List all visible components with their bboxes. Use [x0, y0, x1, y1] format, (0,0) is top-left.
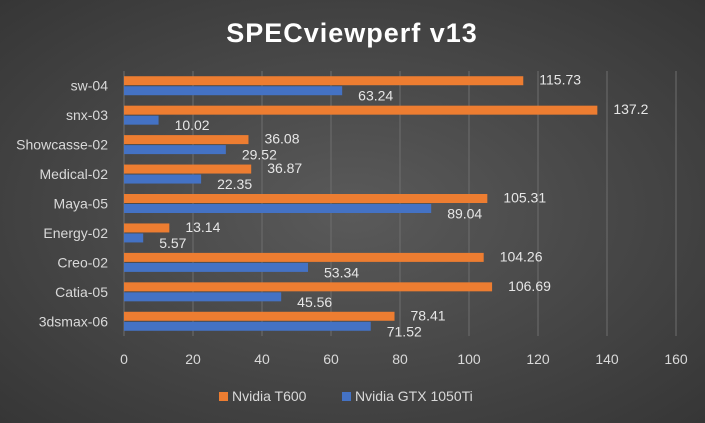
bar-gtx1050ti	[124, 204, 432, 213]
category-label: Creo-02	[57, 254, 108, 270]
data-label-t600: 104.26	[500, 248, 543, 264]
bar-t600	[124, 194, 488, 203]
category-label: 3dsmax-06	[39, 313, 108, 329]
category-label: Energy-02	[43, 225, 108, 241]
category-label: Medical-02	[40, 166, 109, 182]
bar-t600	[124, 223, 170, 233]
data-label-gtx1050ti: 53.34	[324, 264, 359, 280]
bar-t600	[124, 164, 252, 174]
bar-t600	[124, 252, 484, 262]
bar-t600	[124, 105, 598, 115]
bar-t600	[124, 311, 395, 321]
x-tick-label: 40	[254, 351, 270, 367]
x-tick-label: 120	[526, 351, 550, 367]
legend-item-gtx1050ti-label: Nvidia GTX 1050Ti	[355, 388, 473, 404]
data-label-t600: 105.31	[503, 190, 546, 206]
bar-gtx1050ti	[124, 292, 282, 302]
data-label-gtx1050ti: 5.57	[159, 235, 186, 251]
category-labels: sw-04 snx-03 Showcasse-02 Medical-02 Maya-05…	[16, 78, 108, 330]
bars	[124, 76, 598, 331]
data-label-gtx1050ti: 71.52	[387, 323, 422, 339]
data-label-gtx1050ti: 63.24	[358, 88, 393, 104]
bar-gtx1050ti	[124, 262, 309, 272]
legend-item-gtx1050ti-swatch	[342, 392, 351, 401]
data-label-gtx1050ti: 10.02	[175, 117, 210, 133]
x-tick-label: 60	[323, 351, 339, 367]
x-tick-label: 20	[185, 351, 201, 367]
bar-gtx1050ti	[124, 174, 202, 184]
bar-gtx1050ti	[124, 86, 343, 96]
data-label-t600: 13.14	[185, 219, 220, 235]
x-tick-label: 160	[664, 351, 688, 367]
bar-gtx1050ti	[124, 145, 226, 155]
data-label-gtx1050ti: 89.04	[447, 206, 482, 222]
x-tick-label: 80	[392, 351, 408, 367]
category-label: Catia-05	[55, 284, 108, 300]
bar-gtx1050ti	[124, 233, 144, 243]
bar-gtx1050ti	[124, 321, 371, 331]
category-label: sw-04	[71, 78, 109, 94]
data-label-t600: 78.41	[411, 307, 446, 323]
bar-t600	[124, 76, 524, 86]
x-tick-label: 100	[457, 351, 481, 367]
x-tick-label: 140	[595, 351, 619, 367]
data-label-t600: 36.08	[264, 131, 299, 147]
bar-gtx1050ti	[124, 115, 159, 125]
category-label: Showcasse-02	[16, 137, 108, 153]
data-label-gtx1050ti: 22.35	[217, 176, 252, 192]
category-label: Maya-05	[54, 196, 109, 212]
data-label-t600: 106.69	[508, 278, 551, 294]
data-label-gtx1050ti: 29.52	[242, 147, 277, 163]
legend-item-t600-swatch	[219, 392, 228, 401]
bar-t600	[124, 282, 493, 292]
bar-t600	[124, 135, 249, 145]
data-label-t600: 115.73	[539, 72, 581, 88]
x-axis-ticks: 0 20 40 60 80 100 120 140 160	[120, 351, 688, 367]
legend-item-t600-label: Nvidia T600	[232, 388, 307, 404]
data-label-t600: 36.87	[267, 160, 302, 176]
category-label: snx-03	[66, 107, 108, 123]
chart-title: SPECviewperf v13	[226, 18, 478, 48]
legend: Nvidia T600 Nvidia GTX 1050Ti	[219, 388, 473, 404]
gridlines	[123, 71, 677, 336]
data-label-t600: 137.2	[613, 101, 648, 117]
data-label-gtx1050ti: 45.56	[297, 294, 332, 310]
x-tick-label: 0	[120, 351, 128, 367]
